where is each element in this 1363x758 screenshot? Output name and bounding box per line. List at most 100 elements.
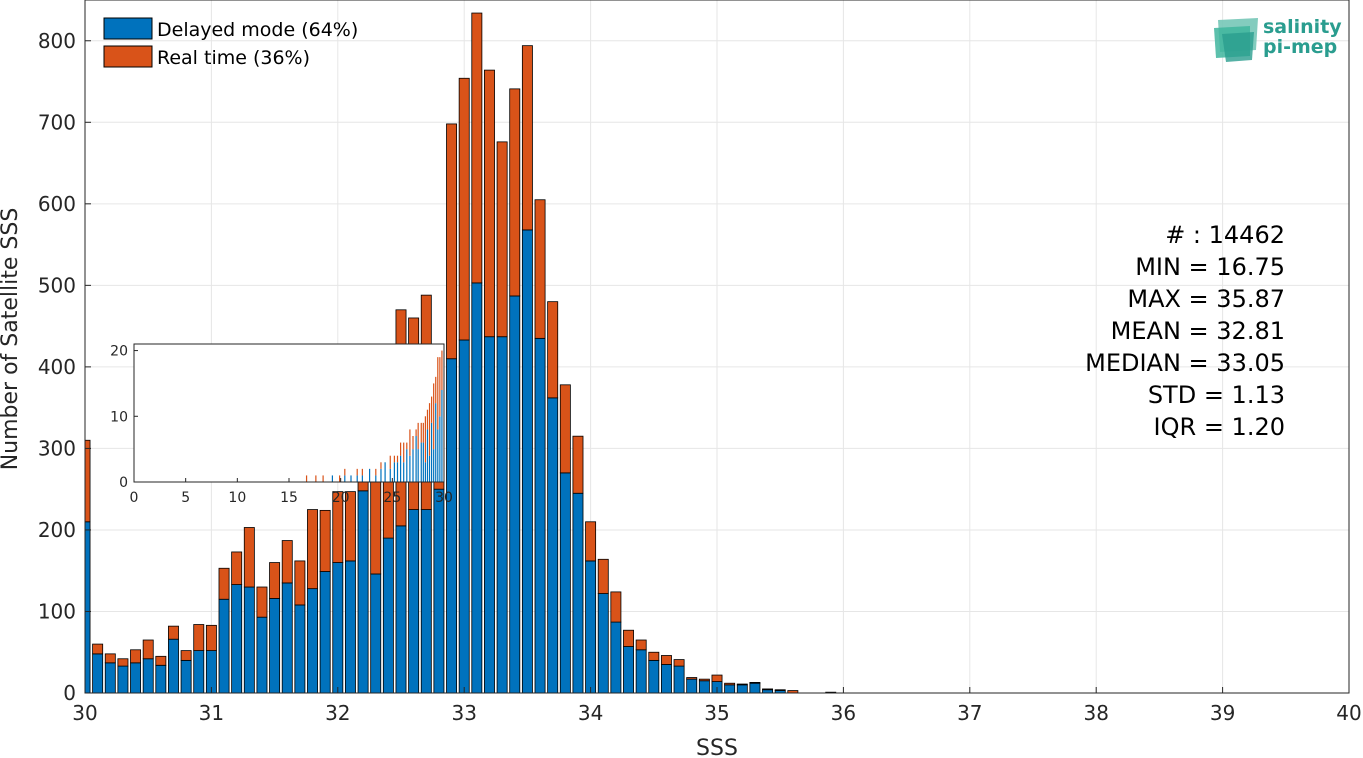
bar-realtime — [218, 567, 230, 600]
legend: Delayed mode (64%) Real time (36%) — [103, 17, 358, 69]
bar-realtime — [92, 643, 104, 655]
y-axis-label: Number of Satellite SSS — [0, 208, 23, 471]
bar-delayed — [218, 598, 230, 694]
inset-bar-delayed — [375, 475, 377, 482]
legend-label-delayed: Delayed mode (64%) — [157, 19, 358, 41]
bar-realtime — [370, 477, 382, 575]
bar-delayed — [673, 665, 685, 694]
inset-bar-delayed — [435, 403, 437, 482]
inset-x-tick-label: 30 — [435, 490, 453, 506]
inset-bar-realtime — [315, 475, 317, 482]
bar-realtime — [660, 655, 672, 665]
bar-delayed — [484, 336, 495, 694]
bar-delayed — [610, 621, 622, 694]
inset-bar-delayed — [441, 390, 443, 482]
inset-bar-delayed — [331, 475, 333, 482]
bar-delayed — [307, 588, 318, 694]
bar-delayed — [294, 604, 306, 694]
bar-realtime — [471, 12, 483, 284]
bar-delayed — [357, 490, 369, 694]
stat-count: # : 14462 — [1165, 221, 1285, 249]
bar-realtime — [686, 677, 698, 680]
stat-iqr: IQR = 1.20 — [1154, 413, 1285, 441]
stat-median: MEDIAN = 33.05 — [1085, 349, 1285, 377]
inset-bar-realtime — [431, 396, 433, 423]
inset-bar-delayed — [403, 462, 405, 482]
salinity-pi-mep-logo: salinity pi-mep — [1214, 16, 1342, 62]
inset-bar-realtime — [415, 429, 417, 436]
bar-delayed — [92, 653, 104, 694]
inset-bar-realtime — [435, 376, 437, 404]
y-tick-label: 200 — [38, 518, 76, 542]
inset-bar-delayed — [369, 468, 371, 482]
bar-realtime — [521, 45, 533, 231]
stat-mean: MEAN = 32.81 — [1111, 317, 1285, 345]
bar-realtime — [130, 649, 142, 664]
bar-realtime — [597, 558, 609, 594]
bar-realtime — [610, 591, 622, 623]
inset-bars — [305, 350, 443, 482]
bar-realtime — [344, 491, 356, 562]
bar-realtime — [281, 540, 293, 584]
inset-bar-delayed — [409, 455, 411, 482]
inset-x-tick-label: 15 — [280, 490, 298, 506]
bar-realtime — [496, 141, 508, 338]
inset-bar-delayed — [389, 468, 391, 482]
bar-realtime — [180, 650, 192, 661]
inset-bar-delayed — [422, 442, 424, 482]
bar-realtime — [559, 384, 571, 474]
bar-delayed — [446, 358, 458, 694]
inset-bar-delayed — [433, 449, 435, 482]
inset-y-tick-label: 10 — [110, 409, 128, 425]
bar-realtime — [724, 682, 736, 686]
inset-bar-realtime — [400, 442, 402, 456]
bar-realtime — [446, 123, 458, 360]
bar-realtime — [534, 199, 546, 339]
bar-delayed — [635, 649, 647, 694]
inset-bar-delayed — [437, 429, 439, 482]
bar-realtime — [142, 639, 154, 660]
inset-bar-delayed — [439, 416, 441, 482]
bar-delayed — [382, 537, 394, 694]
bar-realtime — [155, 655, 167, 666]
inset-bar-delayed — [380, 468, 382, 482]
inset-chart: 0 5 10 15 20 25 30 0 10 20 — [110, 343, 453, 506]
bar-delayed — [496, 336, 508, 694]
inset-y-tick-label: 20 — [110, 344, 128, 360]
bar-realtime — [673, 659, 685, 667]
inset-x-tick-label: 20 — [332, 490, 350, 506]
bar-delayed — [155, 664, 167, 694]
inset-bar-delayed — [393, 462, 395, 482]
bar-realtime — [749, 682, 761, 684]
bar-realtime — [736, 683, 748, 686]
bar-delayed — [509, 295, 521, 694]
bar-realtime — [104, 653, 116, 664]
inset-y-tick-label: 0 — [119, 475, 128, 491]
bar-delayed — [572, 492, 584, 694]
y-tick-label: 300 — [38, 436, 76, 460]
y-tick-label: 700 — [38, 110, 76, 134]
legend-swatch-realtime — [103, 45, 153, 68]
stat-std: STD = 1.13 — [1148, 381, 1285, 409]
bar-delayed — [736, 684, 748, 694]
inset-bar-realtime — [428, 403, 431, 456]
inset-bar-delayed — [356, 475, 358, 482]
inset-x-tick-label: 5 — [181, 490, 190, 506]
stat-max: MAX = 35.87 — [1127, 285, 1285, 313]
bar-delayed — [420, 509, 432, 694]
inset-bar-delayed — [396, 462, 399, 482]
y-tick-label: 800 — [38, 29, 76, 53]
bar-delayed — [332, 562, 344, 694]
bar-delayed — [433, 488, 445, 694]
y-tick-label: 100 — [38, 599, 76, 623]
bar-realtime — [117, 658, 129, 667]
bar-delayed — [597, 593, 609, 694]
statistics-block: # : 14462 MIN = 16.75 MAX = 35.87 MEAN =… — [1085, 221, 1285, 441]
inset-bar-delayed — [424, 462, 426, 482]
inset-bar-delayed — [344, 475, 346, 482]
main-axis-ticks: 30 31 32 33 34 35 36 37 38 39 40010020030040050060… — [38, 29, 1362, 725]
inset-bar-realtime — [412, 436, 414, 450]
x-tick-label: 37 — [957, 701, 982, 725]
bar-delayed — [559, 472, 571, 694]
bar-realtime — [484, 69, 495, 338]
